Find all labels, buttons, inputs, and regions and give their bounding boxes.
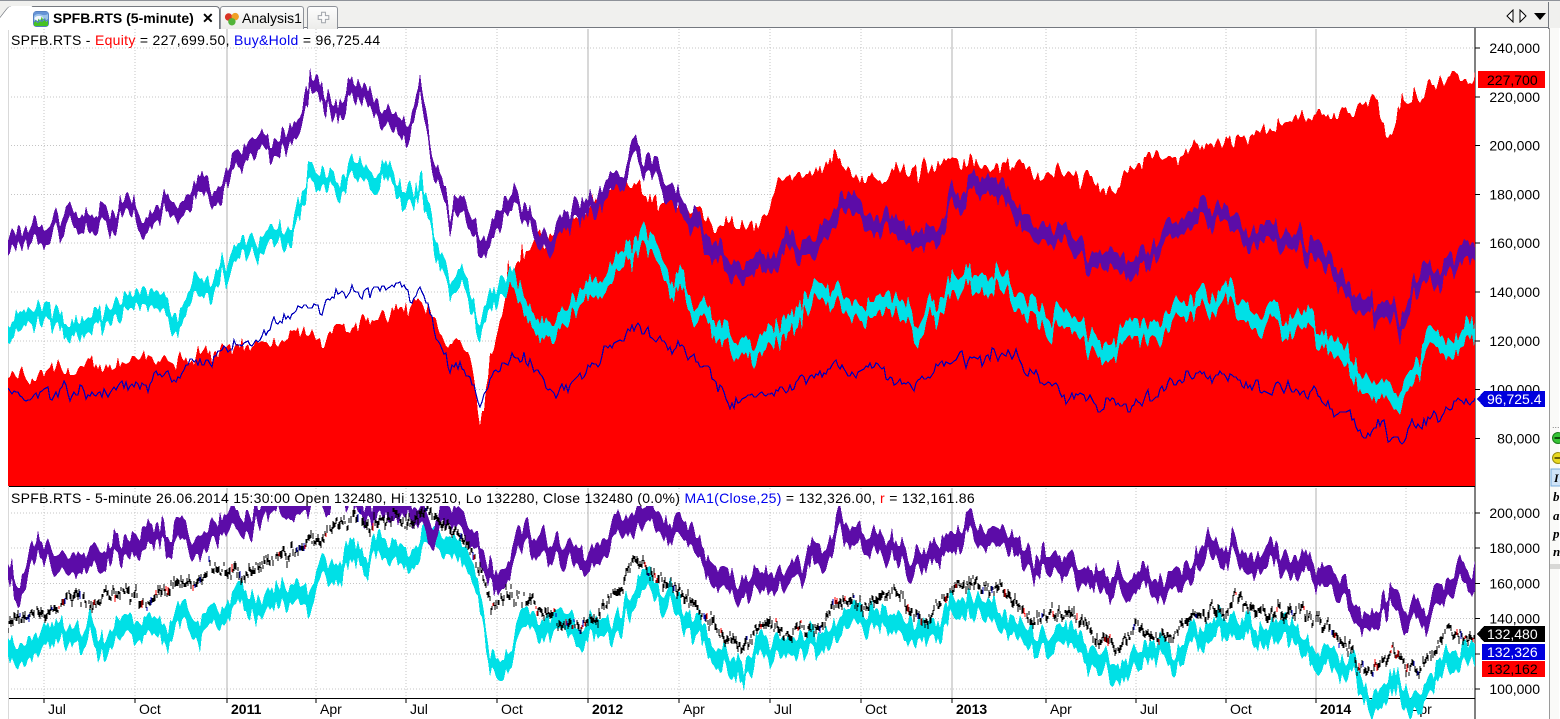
svg-text:132,326: 132,326	[1487, 644, 1538, 660]
svg-text:227,700: 227,700	[1487, 72, 1538, 88]
svg-text:Oct: Oct	[501, 701, 523, 717]
svg-text:2013: 2013	[956, 701, 987, 717]
svg-text:SPFB.RTS - 5-minute 26.06.2014: SPFB.RTS - 5-minute 26.06.2014 15:30:00 …	[11, 490, 975, 506]
svg-text:180,000: 180,000	[1489, 186, 1540, 202]
svg-text:a: a	[1553, 508, 1560, 523]
svg-text:140,000: 140,000	[1489, 611, 1540, 627]
svg-text:SPFB.RTS - Equity = 227,699.50: SPFB.RTS - Equity = 227,699.50, Buy&Hold…	[11, 32, 380, 48]
svg-text:Oct: Oct	[865, 701, 887, 717]
svg-text:200,000: 200,000	[1489, 505, 1540, 521]
svg-text:Apr: Apr	[683, 701, 705, 717]
svg-text:220,000: 220,000	[1489, 89, 1540, 105]
svg-text:132,480: 132,480	[1487, 626, 1538, 642]
svg-text:Oct: Oct	[1230, 701, 1252, 717]
svg-text:2014: 2014	[1320, 701, 1351, 717]
svg-text:180,000: 180,000	[1489, 540, 1540, 556]
svg-text:Jul: Jul	[48, 701, 66, 717]
svg-text:I: I	[1553, 471, 1560, 485]
svg-text:132,162: 132,162	[1487, 661, 1538, 677]
svg-text:Jul: Jul	[1140, 701, 1158, 717]
svg-text:b: b	[1553, 489, 1560, 504]
svg-text:n: n	[1553, 544, 1560, 559]
svg-text:120,000: 120,000	[1489, 333, 1540, 349]
svg-text:200,000: 200,000	[1489, 138, 1540, 154]
svg-text:2012: 2012	[592, 701, 623, 717]
svg-text:240,000: 240,000	[1489, 40, 1540, 56]
svg-text:Oct: Oct	[139, 701, 161, 717]
svg-text:140,000: 140,000	[1489, 284, 1540, 300]
svg-text:p: p	[1552, 526, 1560, 541]
svg-text:96,725.4: 96,725.4	[1487, 391, 1542, 407]
svg-text:100,000: 100,000	[1489, 681, 1540, 697]
svg-text:Apr: Apr	[320, 701, 342, 717]
svg-text:2011: 2011	[231, 701, 262, 717]
svg-text:Jul: Jul	[774, 701, 792, 717]
svg-text:Apr: Apr	[1050, 701, 1072, 717]
svg-text:Jul: Jul	[410, 701, 428, 717]
svg-text:160,000: 160,000	[1489, 235, 1540, 251]
svg-text:160,000: 160,000	[1489, 575, 1540, 591]
svg-text:80,000: 80,000	[1497, 430, 1540, 446]
